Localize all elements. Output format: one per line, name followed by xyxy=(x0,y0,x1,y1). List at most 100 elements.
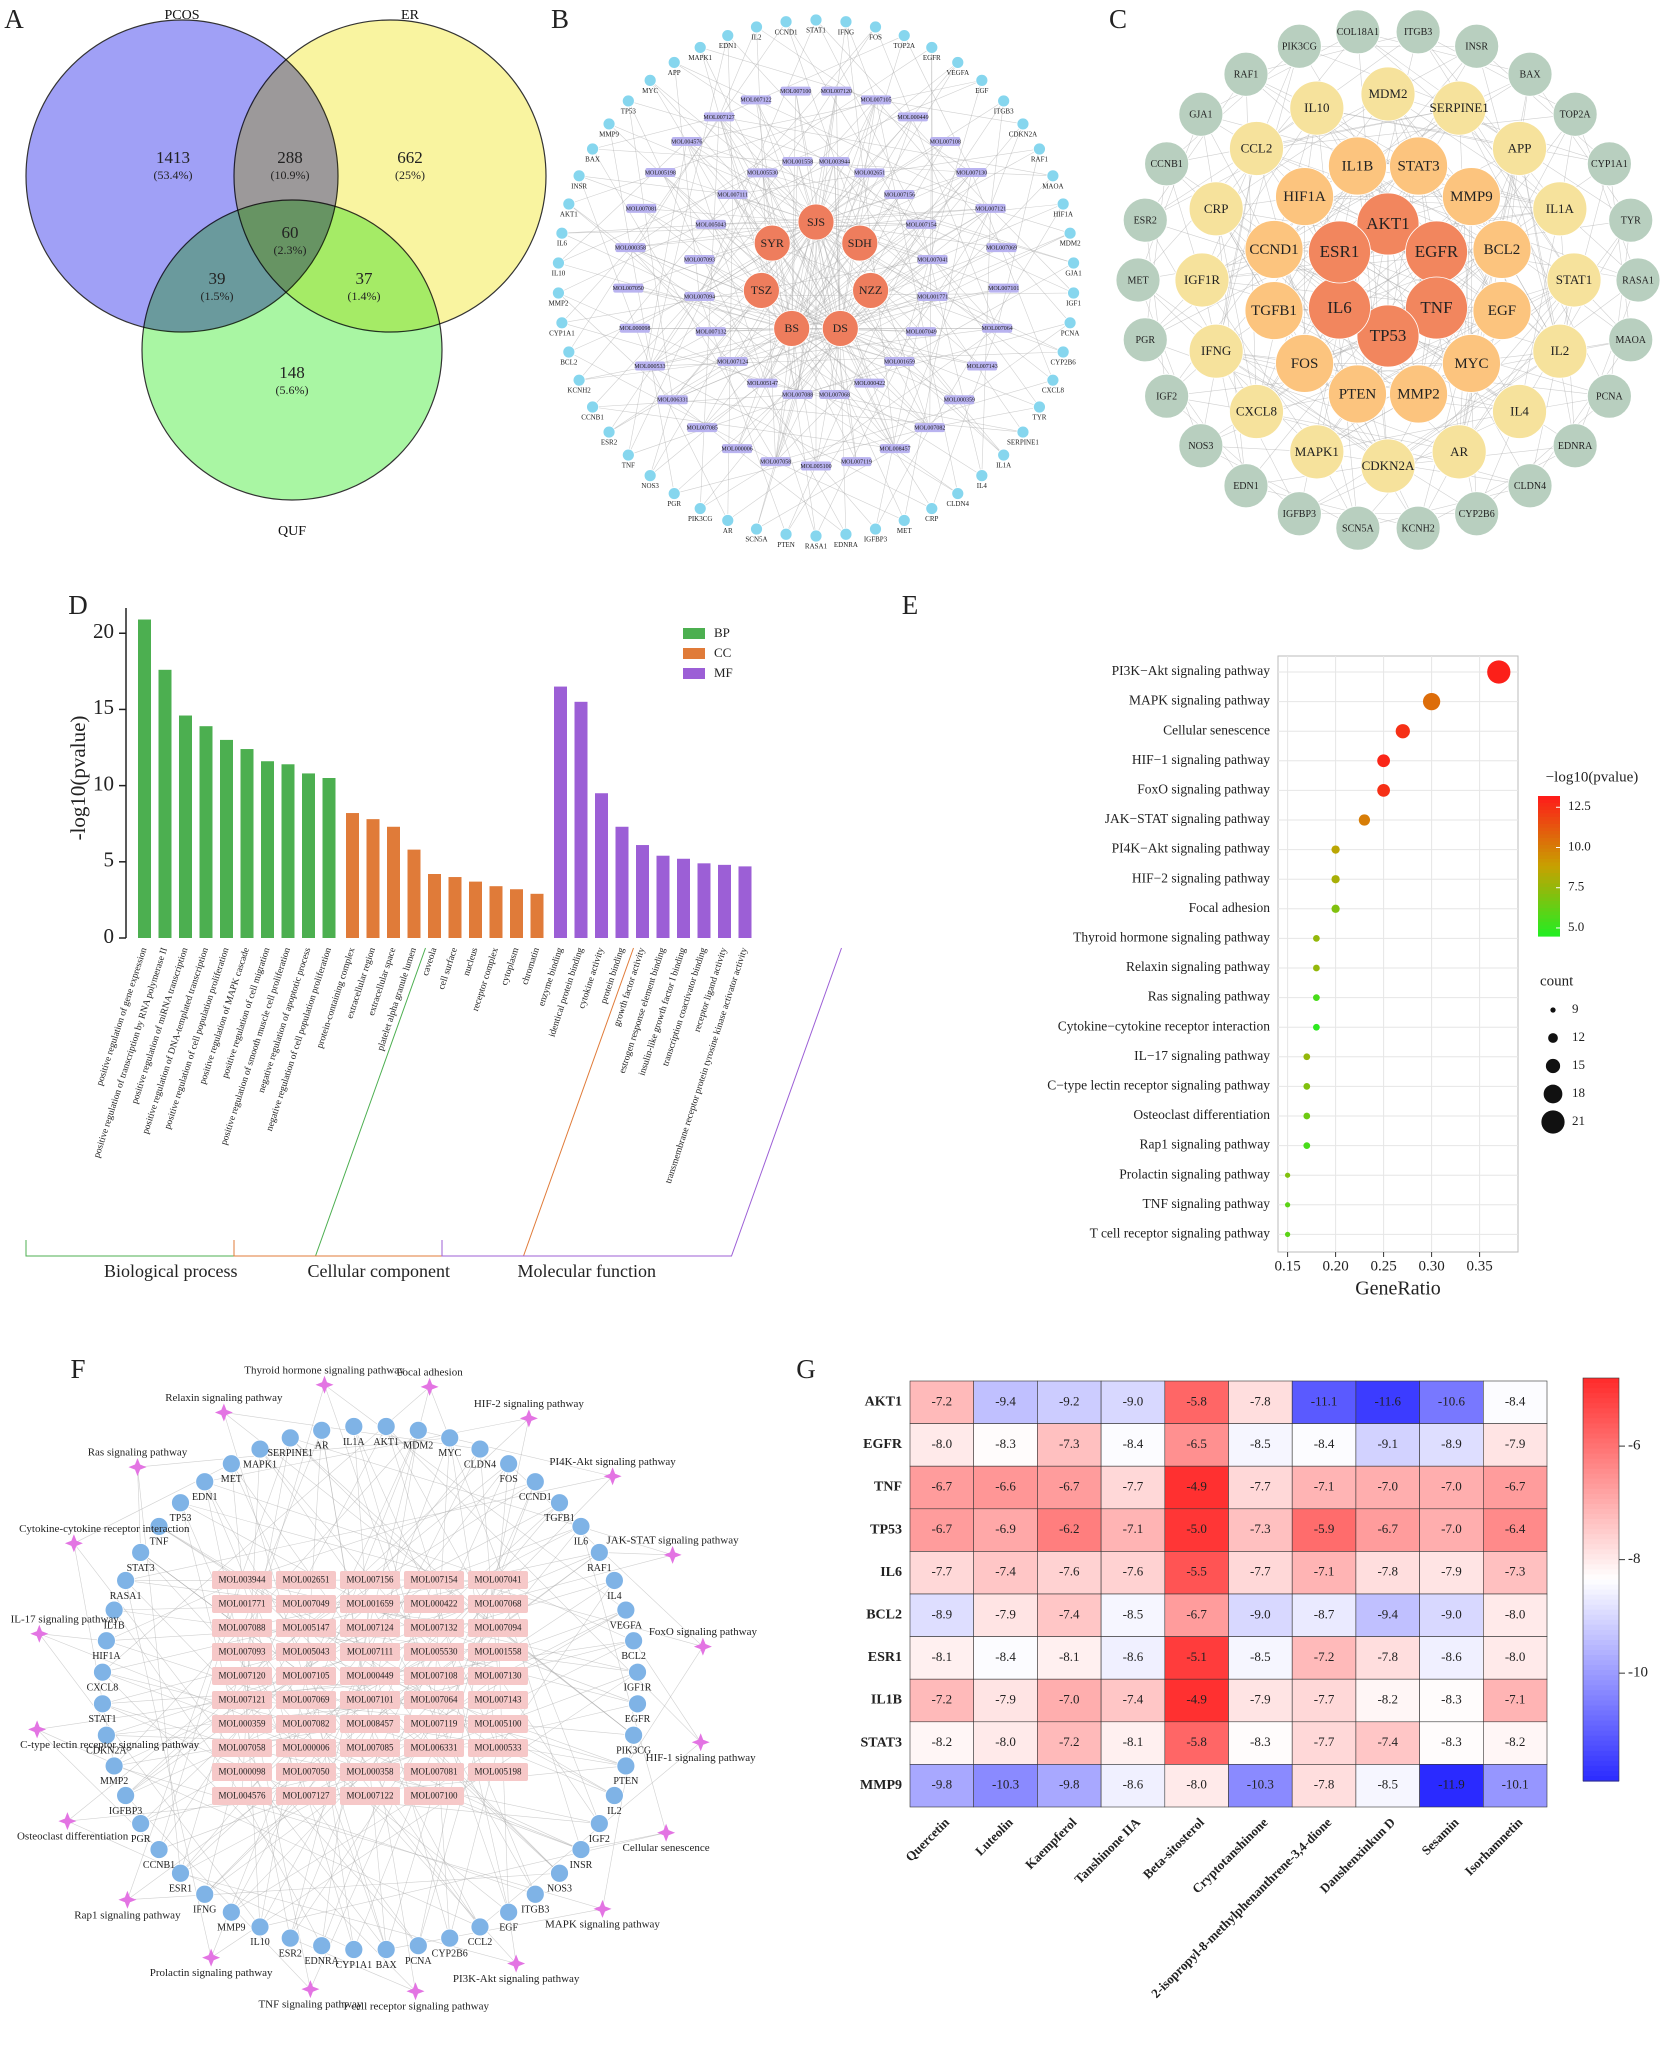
edge xyxy=(561,322,930,428)
colorbar-cell xyxy=(1583,1408,1619,1414)
node xyxy=(1492,121,1547,176)
legend-label: BP xyxy=(714,625,730,640)
colorbar-cell xyxy=(1583,1740,1619,1747)
node xyxy=(116,1786,136,1805)
edge xyxy=(791,172,870,329)
compound-label: MOL007082 xyxy=(283,1719,330,1729)
compound-label: MOL007101 xyxy=(988,286,1019,292)
node-group: MOL003944 MOL002651 MOL007156 MOL007154 MOL0… xyxy=(613,86,1019,471)
compound-node xyxy=(613,283,644,293)
colorbar-cell xyxy=(1538,827,1560,832)
node xyxy=(312,1936,332,1956)
node-label: EGF xyxy=(1488,303,1516,319)
cell-label: -7.9 xyxy=(1441,1564,1462,1579)
node-label: IL10 xyxy=(1304,100,1329,115)
category-label: IL−17 signaling pathway xyxy=(1134,1048,1270,1063)
edge xyxy=(592,148,776,462)
edge xyxy=(140,1552,517,1964)
compound-label: MOL007093 xyxy=(684,257,715,263)
node-label: IGF1R xyxy=(1184,272,1220,287)
node-label: CYP1A1 xyxy=(549,329,575,337)
colorbar-cell xyxy=(1583,1665,1619,1671)
edge xyxy=(1304,196,1560,210)
colorbar-cell xyxy=(1583,1423,1619,1429)
node xyxy=(104,1756,124,1776)
colorbar-cell xyxy=(1538,911,1560,916)
compound-label: MOL007143 xyxy=(966,364,997,370)
compound-node xyxy=(404,1715,464,1733)
edge xyxy=(204,1481,311,1990)
node-label: IL6 xyxy=(1327,298,1352,317)
edge xyxy=(592,116,720,150)
edge xyxy=(1529,74,1631,221)
compound-node xyxy=(340,1595,400,1613)
edge xyxy=(140,1603,371,1824)
compound-label: MOL007143 xyxy=(475,1695,522,1705)
node xyxy=(280,1928,300,1948)
colorbar-cell xyxy=(1583,1559,1619,1565)
node-label: KCNH2 xyxy=(567,387,591,395)
cell-label: -6.4 xyxy=(1505,1521,1526,1536)
edge xyxy=(305,1723,387,1950)
node xyxy=(221,1902,241,1922)
edge xyxy=(310,1481,536,1990)
node-label: ESR1 xyxy=(169,1884,192,1895)
node-label: BCL2 xyxy=(560,359,578,367)
edge xyxy=(674,259,933,494)
edge xyxy=(630,221,817,248)
edge xyxy=(568,203,798,395)
venn-percent: (10.9%) xyxy=(271,168,310,182)
edge xyxy=(702,328,841,428)
node-label: EGFR xyxy=(1415,242,1459,261)
edge xyxy=(568,172,972,353)
node-label: INSR xyxy=(571,182,587,190)
compound-label: MOL007127 xyxy=(283,1791,330,1801)
edge xyxy=(815,221,960,400)
heat-cell xyxy=(1355,1636,1420,1680)
dot xyxy=(1284,1231,1291,1238)
node-label: FOS xyxy=(1291,356,1319,372)
edge xyxy=(797,322,1071,395)
y-tick-label: 15 xyxy=(93,695,114,719)
venn-percent: (1.5%) xyxy=(201,289,234,303)
edge xyxy=(369,1771,582,1850)
node-label: AR xyxy=(315,1441,329,1452)
edge xyxy=(932,203,1064,260)
node-label: EDNRA xyxy=(834,541,858,549)
panel-label: C xyxy=(1109,4,1127,34)
node-label: IL10 xyxy=(552,270,566,278)
cell-label: -9.4 xyxy=(995,1393,1016,1408)
node-label: CCNB1 xyxy=(1151,159,1183,170)
compound-label: MOL007049 xyxy=(905,329,936,335)
dot xyxy=(1303,1142,1311,1149)
colorbar-cell xyxy=(1538,841,1560,846)
node xyxy=(562,197,576,211)
node-label: IL10 xyxy=(250,1937,269,1948)
row-label: AKT1 xyxy=(865,1395,902,1410)
compound-label: MOL005530 xyxy=(411,1647,458,1657)
node-label: MYC xyxy=(1454,356,1488,372)
node xyxy=(1046,169,1060,183)
edge xyxy=(231,1699,435,1913)
category-label: PI4K−Akt signaling pathway xyxy=(1112,841,1271,856)
colorbar-cell xyxy=(1583,1765,1619,1772)
heat-cell xyxy=(1037,1764,1102,1808)
edge xyxy=(791,116,914,329)
node xyxy=(602,117,616,131)
colorbar-cell xyxy=(1538,876,1560,881)
cell-label: -7.3 xyxy=(1505,1564,1526,1579)
node-group: STAT3 MMP9 BCL2 EGF MYC MMP2 PTEN FOS TGFB1 CCND1… xyxy=(1244,136,1532,424)
dot xyxy=(1284,1202,1291,1208)
venn-set-name: ER xyxy=(401,8,420,23)
cell-label: -7.8 xyxy=(1377,1564,1398,1579)
node-label: ESR2 xyxy=(279,1948,302,1959)
node xyxy=(624,1725,644,1745)
node xyxy=(628,1662,647,1682)
edge xyxy=(1145,220,1257,412)
category-label: C−type lectin receptor signaling pathway xyxy=(1047,1077,1270,1092)
compound-node xyxy=(212,1763,272,1781)
compound-label: MOL000006 xyxy=(283,1743,330,1753)
node-label: IL6 xyxy=(574,1537,588,1548)
row-label: TNF xyxy=(874,1480,902,1495)
x-axis-label: GeneRatio xyxy=(1355,1278,1441,1300)
